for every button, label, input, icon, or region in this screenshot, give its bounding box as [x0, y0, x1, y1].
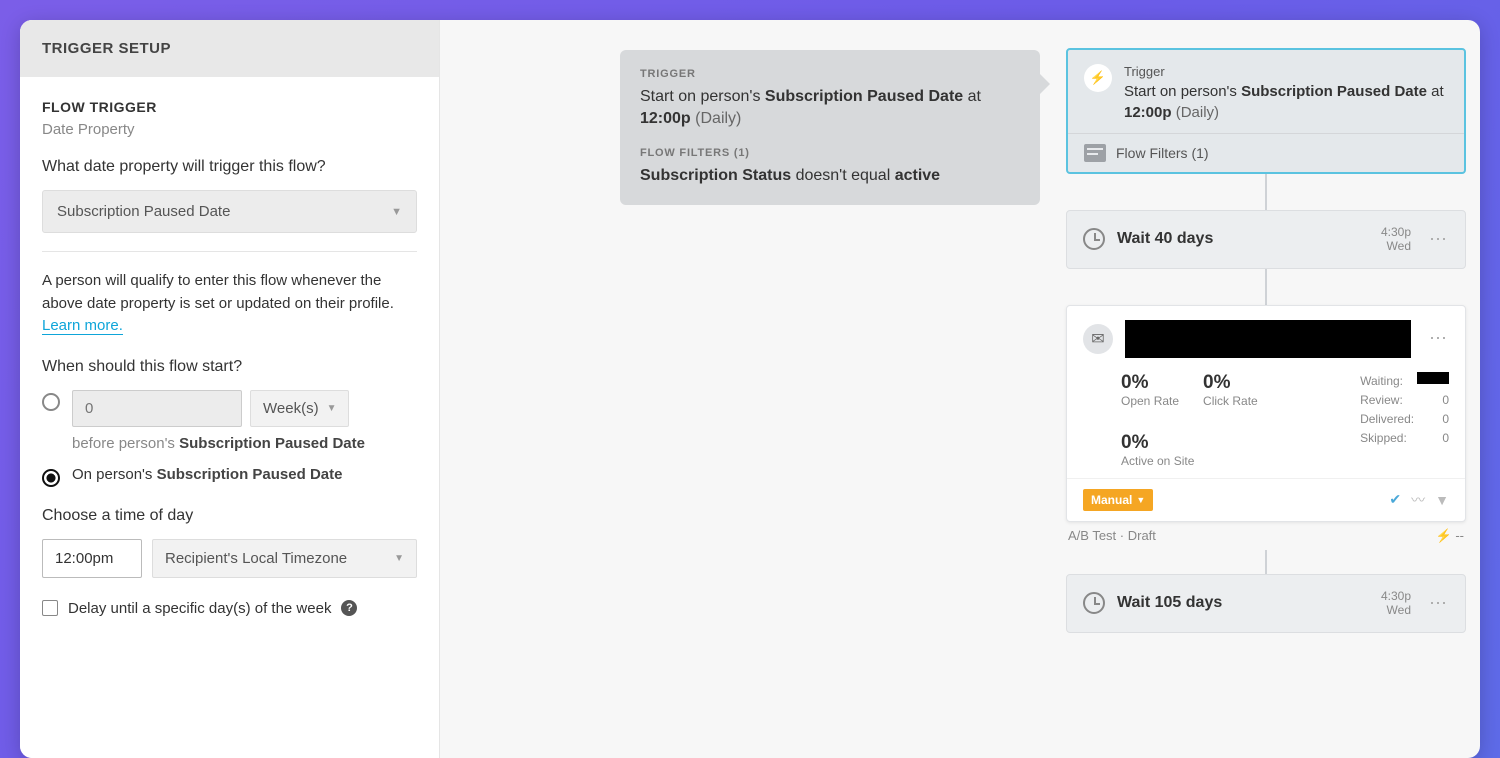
- clock-icon: [1083, 228, 1105, 250]
- on-label: On person's Subscription Paused Date: [72, 466, 342, 483]
- property-select[interactable]: Subscription Paused Date ▼: [42, 190, 417, 233]
- radio-option-before[interactable]: Week(s) ▼ before person's Subscription P…: [42, 390, 417, 454]
- more-icon[interactable]: ⋯: [1423, 229, 1449, 250]
- delay-checkbox-label: Delay until a specific day(s) of the wee…: [68, 600, 331, 617]
- offset-number-input[interactable]: [72, 390, 242, 427]
- ab-test-label: A/B Test · Draft ⚡ --: [1066, 522, 1466, 550]
- learn-more-link[interactable]: Learn more.: [42, 317, 123, 335]
- metric-open-rate: 0% Open Rate: [1121, 372, 1179, 408]
- app-window: TRIGGER SETUP FLOW TRIGGER Date Property…: [20, 20, 1480, 758]
- wait-node-1[interactable]: Wait 40 days 4:30p Wed ⋯: [1066, 210, 1466, 269]
- divider: [42, 251, 417, 252]
- delay-checkbox-row[interactable]: Delay until a specific day(s) of the wee…: [42, 600, 417, 617]
- trigger-node-filters[interactable]: Flow Filters (1): [1068, 133, 1464, 172]
- help-text: A person will qualify to enter this flow…: [42, 270, 417, 338]
- email-metrics: 0% Open Rate 0% Click Rate 0% Active on …: [1121, 372, 1332, 468]
- panel-header: TRIGGER SETUP: [20, 20, 439, 77]
- tooltip-filter-text: Subscription Status doesn't equal active: [640, 165, 1020, 187]
- trigger-node-eyebrow: Trigger: [1124, 64, 1448, 79]
- chevron-down-icon: ▼: [394, 553, 404, 564]
- tooltip-trigger-label: TRIGGER: [640, 68, 1020, 80]
- connector: [1265, 550, 1267, 574]
- email-footer-icons: ✔ 〰 ▼: [1389, 490, 1449, 510]
- property-question: What date property will trigger this flo…: [42, 158, 417, 176]
- more-icon[interactable]: ⋯: [1423, 328, 1449, 349]
- radio-on[interactable]: [42, 469, 60, 487]
- bolt-status: ⚡ --: [1436, 528, 1464, 544]
- radio-before[interactable]: [42, 393, 60, 411]
- trigger-setup-panel: TRIGGER SETUP FLOW TRIGGER Date Property…: [20, 20, 440, 758]
- time-input[interactable]: [42, 539, 142, 578]
- before-label: before person's Subscription Paused Date: [72, 433, 417, 454]
- email-icon: ✉: [1083, 324, 1113, 354]
- delay-checkbox[interactable]: [42, 600, 58, 616]
- offset-unit-value: Week(s): [263, 400, 319, 417]
- connector: [1265, 174, 1267, 210]
- analytics-icon[interactable]: 〰: [1411, 490, 1425, 510]
- clock-icon: [1083, 592, 1105, 614]
- wait-1-time: 4:30p Wed: [1381, 225, 1411, 254]
- wait-2-text: Wait 105 days: [1117, 594, 1369, 612]
- wait-1-text: Wait 40 days: [1117, 230, 1369, 248]
- more-icon[interactable]: ⋯: [1423, 593, 1449, 614]
- radio-option-on[interactable]: On person's Subscription Paused Date: [42, 466, 417, 487]
- flow-column: Trigger Start on person's Subscription P…: [1066, 48, 1466, 633]
- trigger-node-desc: Start on person's Subscription Paused Da…: [1124, 81, 1448, 123]
- chevron-down-icon: ▼: [1136, 495, 1145, 505]
- funnel-icon[interactable]: ▼: [1435, 492, 1449, 508]
- filter-icon: [1084, 144, 1106, 162]
- wait-2-time: 4:30p Wed: [1381, 589, 1411, 618]
- trigger-tooltip: TRIGGER Start on person's Subscription P…: [620, 50, 1040, 205]
- timezone-value: Recipient's Local Timezone: [165, 550, 347, 567]
- property-select-value: Subscription Paused Date: [57, 203, 230, 220]
- checklist-icon[interactable]: ✔: [1389, 491, 1401, 508]
- section-subtitle: Date Property: [42, 121, 417, 138]
- help-text-body: A person will qualify to enter this flow…: [42, 272, 394, 312]
- tooltip-filters-label: FLOW FILTERS (1): [640, 147, 1020, 159]
- flow-canvas[interactable]: TRIGGER Start on person's Subscription P…: [440, 20, 1480, 758]
- section-title: FLOW TRIGGER: [42, 99, 417, 115]
- chevron-down-icon: ▼: [391, 206, 402, 218]
- filters-count: Flow Filters (1): [1116, 145, 1209, 161]
- trigger-node[interactable]: Trigger Start on person's Subscription P…: [1066, 48, 1466, 174]
- chevron-down-icon: ▼: [327, 403, 337, 414]
- help-icon[interactable]: ?: [341, 600, 357, 616]
- timezone-select[interactable]: Recipient's Local Timezone ▼: [152, 539, 417, 578]
- metric-active-on-site: 0% Active on Site: [1121, 432, 1332, 468]
- offset-unit-select[interactable]: Week(s) ▼: [250, 390, 349, 427]
- time-question: Choose a time of day: [42, 507, 417, 525]
- metric-click-rate: 0% Click Rate: [1203, 372, 1258, 408]
- redacted-value: [1417, 372, 1449, 384]
- connector: [1265, 269, 1267, 305]
- redacted-subject: [1125, 320, 1411, 358]
- email-node[interactable]: ✉ ⋯ 0% Open Rate 0% Click Ra: [1066, 305, 1466, 522]
- email-stats: Waiting: Review:0 Delivered:0 Skipped:0: [1360, 372, 1449, 468]
- panel-body: FLOW TRIGGER Date Property What date pro…: [20, 77, 439, 639]
- start-question: When should this flow start?: [42, 358, 417, 376]
- bolt-icon: [1084, 64, 1112, 92]
- tooltip-trigger-text: Start on person's Subscription Paused Da…: [640, 86, 1020, 131]
- wait-node-2[interactable]: Wait 105 days 4:30p Wed ⋯: [1066, 574, 1466, 633]
- manual-badge[interactable]: Manual▼: [1083, 489, 1153, 511]
